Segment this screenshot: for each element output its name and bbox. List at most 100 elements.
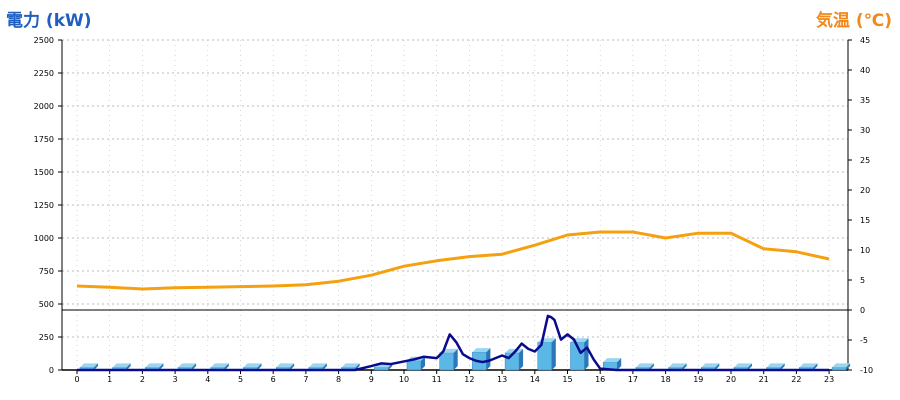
left-tick-label: 1750 [34,135,54,144]
power-bar-side [126,363,131,370]
power-bar-side [290,363,295,370]
right-tick-label: 20 [860,186,870,195]
left-tick-label: 1000 [34,234,54,243]
right-tick-label: 40 [860,66,870,75]
power-bar-side [486,348,491,370]
power-bar-side [453,348,458,370]
left-tick-label: 0 [49,366,54,375]
power-bar-top [243,363,262,368]
power-bar-top [472,348,491,353]
right-tick-label: 45 [860,36,870,45]
left-tick-label: 2500 [34,36,54,45]
x-tick-label: 21 [759,375,769,384]
power-bar-top [603,358,622,363]
power-bar-top [145,363,164,368]
power-bar-top [799,363,818,368]
power-bar-side [715,363,720,370]
power-bar-side [617,358,622,370]
axes [58,39,852,374]
power-bar [374,367,389,371]
x-tick-label: 4 [205,375,210,384]
left-tick-label: 1500 [34,168,54,177]
x-tick-label: 5 [238,375,243,384]
right-tick-label: 15 [860,216,870,225]
power-bar-top [668,363,687,368]
right-tick-label: 35 [860,96,870,105]
tick-labels: 2500225020001750150012501000750500250045… [34,36,873,384]
left-tick-label: 1250 [34,201,54,210]
left-tick-label: 2250 [34,69,54,78]
left-axis-title: 電力 (kW) [6,11,92,31]
power-bar-side [519,348,524,370]
power-bar-side [780,363,785,370]
power-bars [79,338,851,371]
x-tick-label: 1 [107,375,112,384]
power-bar [406,360,422,371]
x-tick-label: 18 [661,375,671,384]
power-bar-top [276,363,295,368]
x-tick-label: 16 [595,375,605,384]
series-lines [76,230,830,372]
x-tick-label: 11 [432,375,442,384]
power-bar-side [813,363,818,370]
power-bar-side [322,363,327,370]
power-bar-side [584,338,589,370]
power-bar-side [224,363,229,370]
power-bar-side [192,363,197,370]
power-bar-side [551,338,556,370]
power-bar-top [832,363,851,368]
x-tick-label: 2 [140,375,145,384]
power-bar-side [421,356,425,370]
power-bar-top [308,363,327,368]
right-tick-label: 5 [860,276,865,285]
gridlines [62,39,848,370]
power-bar [439,352,454,371]
power-bar-top [112,363,131,368]
power-bar-side [682,363,687,370]
x-tick-label: 6 [271,375,276,384]
x-tick-label: 14 [530,375,540,384]
x-tick-label: 3 [173,375,178,384]
right-axis-title: 気温 (℃) [815,11,892,31]
x-tick-label: 7 [303,375,308,384]
power-bar-top [210,363,229,368]
x-tick-label: 17 [628,375,638,384]
power-bar-side [257,363,262,370]
temperature-line [76,230,830,291]
left-tick-label: 250 [39,333,54,342]
power-bar-side [159,363,164,370]
right-tick-label: 10 [860,246,870,255]
power-bar-side [649,363,654,370]
x-tick-label: 23 [824,375,834,384]
power-bar-top [635,363,654,368]
x-tick-label: 19 [693,375,703,384]
x-tick-label: 8 [336,375,341,384]
left-tick-label: 2000 [34,102,54,111]
power-bar-side [748,363,752,370]
x-tick-label: 22 [791,375,801,384]
power-bar-side [94,363,98,370]
x-tick-label: 0 [74,375,79,384]
power-bar-top [766,363,785,368]
power-bar-top [178,363,197,368]
left-tick-label: 750 [39,267,54,276]
power-bar-side [846,363,851,370]
right-tick-label: 25 [860,156,870,165]
power-line [77,314,830,372]
x-tick-label: 10 [399,375,409,384]
right-tick-label: -10 [860,366,873,375]
x-tick-label: 13 [497,375,507,384]
right-tick-label: 30 [860,126,870,135]
right-tick-label: -5 [860,336,868,345]
power-bar [831,367,847,371]
power-bar-top [701,363,720,368]
power-bar-top [734,363,752,368]
x-tick-label: 15 [562,375,572,384]
power-bar-top [80,363,98,368]
right-tick-label: 0 [860,306,865,315]
left-tick-label: 500 [39,300,54,309]
power-bar-top [341,363,360,368]
x-tick-label: 9 [369,375,374,384]
x-tick-label: 12 [464,375,474,384]
